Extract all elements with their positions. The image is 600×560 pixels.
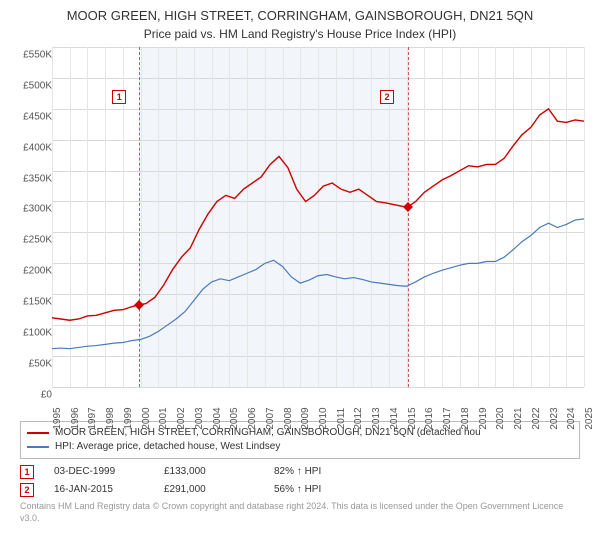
footer-attribution: Contains HM Land Registry data © Crown c…: [20, 501, 580, 524]
event-date: 16-JAN-2015: [54, 481, 144, 499]
legend-swatch: [27, 446, 49, 448]
x-tick-label: 2022: [531, 407, 542, 429]
x-tick-label: 2023: [549, 407, 560, 429]
x-tick-label: 2009: [300, 407, 311, 429]
x-tick-label: 2018: [460, 407, 471, 429]
event-price: £291,000: [164, 481, 254, 499]
x-tick-label: 2005: [229, 407, 240, 429]
event-date: 03-DEC-1999: [54, 463, 144, 481]
x-tick-label: 1998: [105, 407, 116, 429]
x-tick-label: 2020: [495, 407, 506, 429]
x-tick-label: 2003: [194, 407, 205, 429]
x-tick-label: 2019: [478, 407, 489, 429]
chart-title: MOOR GREEN, HIGH STREET, CORRINGHAM, GAI…: [10, 8, 590, 25]
y-tick-label: £350K: [14, 173, 52, 184]
event-row: 2 16-JAN-2015 £291,000 56% ↑ HPI: [20, 481, 580, 499]
chart-subtitle: Price paid vs. HM Land Registry's House …: [10, 27, 590, 41]
chart-container: MOOR GREEN, HIGH STREET, CORRINGHAM, GAI…: [0, 0, 600, 534]
x-axis: 1995199619971998199920002001200220032004…: [52, 387, 584, 413]
y-tick-label: £500K: [14, 80, 52, 91]
x-tick-label: 2007: [265, 407, 276, 429]
x-tick-label: 2011: [335, 408, 346, 430]
x-tick-label: 2006: [247, 407, 258, 429]
gridline-v: [584, 47, 585, 387]
y-tick-label: £50K: [14, 358, 52, 369]
event-marker-inline: 2: [20, 483, 34, 497]
x-tick-label: 1995: [52, 407, 63, 429]
x-tick-label: 2015: [407, 407, 418, 429]
event-delta: 56% ↑ HPI: [274, 481, 364, 499]
events-table: 1 03-DEC-1999 £133,000 82% ↑ HPI 2 16-JAN-201…: [20, 463, 580, 499]
plot-area: 12: [52, 47, 584, 387]
x-tick-label: 2004: [212, 407, 223, 429]
y-tick-label: £250K: [14, 235, 52, 246]
legend-item: HPI: Average price, detached house, West…: [27, 440, 573, 454]
x-tick-label: 2008: [283, 407, 294, 429]
x-tick-label: 2010: [318, 407, 329, 429]
legend-label: HPI: Average price, detached house, West…: [55, 440, 280, 454]
x-tick-label: 1999: [123, 407, 134, 429]
y-tick-label: £100K: [14, 328, 52, 339]
y-tick-label: £400K: [14, 142, 52, 153]
event-delta: 82% ↑ HPI: [274, 463, 364, 481]
x-tick-label: 2021: [513, 407, 524, 429]
event-marker-inline: 1: [20, 465, 34, 479]
x-tick-label: 1997: [88, 407, 99, 429]
x-tick-label: 2014: [389, 407, 400, 429]
x-tick-label: 2024: [566, 407, 577, 429]
x-tick-label: 2013: [371, 407, 382, 429]
y-tick-label: £300K: [14, 204, 52, 215]
y-tick-label: £550K: [14, 49, 52, 60]
x-tick-label: 2016: [425, 407, 436, 429]
x-tick-label: 2012: [354, 407, 365, 429]
y-axis: £0£50K£100K£150K£200K£250K£300K£350K£400…: [14, 55, 54, 395]
y-tick-label: £0: [14, 389, 52, 400]
series-line: [52, 219, 584, 349]
legend-swatch: [27, 432, 49, 434]
y-tick-label: £150K: [14, 297, 52, 308]
y-tick-label: £200K: [14, 266, 52, 277]
x-tick-label: 2001: [159, 407, 170, 429]
x-tick-label: 2025: [584, 407, 595, 429]
x-tick-label: 2017: [442, 407, 453, 429]
chart-lines: [52, 47, 584, 387]
event-row: 1 03-DEC-1999 £133,000 82% ↑ HPI: [20, 463, 580, 481]
y-tick-label: £450K: [14, 111, 52, 122]
x-tick-label: 2002: [176, 407, 187, 429]
x-tick-label: 2000: [141, 407, 152, 429]
event-price: £133,000: [164, 463, 254, 481]
x-tick-label: 1996: [70, 407, 81, 429]
series-line: [52, 109, 584, 320]
